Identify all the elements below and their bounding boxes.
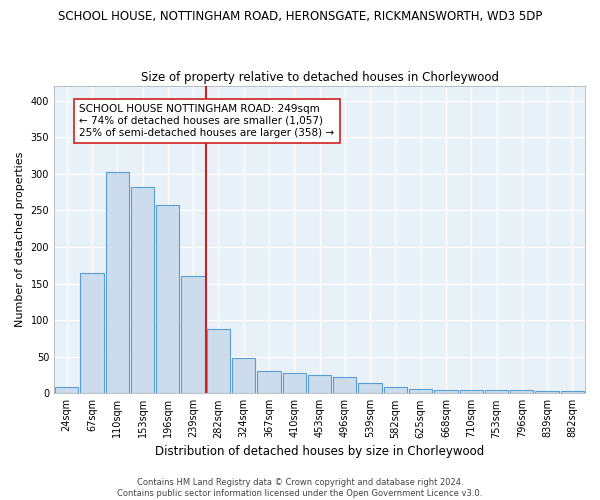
Bar [333, 377, 356, 394]
Bar [131, 187, 154, 394]
Text: Contains HM Land Registry data © Crown copyright and database right 2024.
Contai: Contains HM Land Registry data © Crown c… [118, 478, 482, 498]
Bar [485, 390, 508, 394]
Bar [510, 390, 533, 394]
Bar [55, 386, 79, 394]
Bar [409, 389, 432, 394]
Bar [156, 204, 179, 394]
Text: SCHOOL HOUSE NOTTINGHAM ROAD: 249sqm
← 74% of detached houses are smaller (1,057: SCHOOL HOUSE NOTTINGHAM ROAD: 249sqm ← 7… [79, 104, 334, 138]
Bar [358, 383, 382, 394]
Bar [181, 276, 205, 394]
Bar [106, 172, 129, 394]
Y-axis label: Number of detached properties: Number of detached properties [15, 152, 25, 328]
Bar [80, 272, 104, 394]
Bar [384, 388, 407, 394]
Bar [283, 373, 306, 394]
Bar [460, 390, 483, 394]
Bar [232, 358, 256, 394]
Bar [308, 375, 331, 394]
Bar [434, 390, 458, 394]
Title: Size of property relative to detached houses in Chorleywood: Size of property relative to detached ho… [140, 70, 499, 84]
Bar [535, 391, 559, 394]
Bar [207, 329, 230, 394]
Bar [257, 372, 281, 394]
X-axis label: Distribution of detached houses by size in Chorleywood: Distribution of detached houses by size … [155, 444, 484, 458]
Bar [561, 391, 584, 394]
Text: SCHOOL HOUSE, NOTTINGHAM ROAD, HERONSGATE, RICKMANSWORTH, WD3 5DP: SCHOOL HOUSE, NOTTINGHAM ROAD, HERONSGAT… [58, 10, 542, 23]
